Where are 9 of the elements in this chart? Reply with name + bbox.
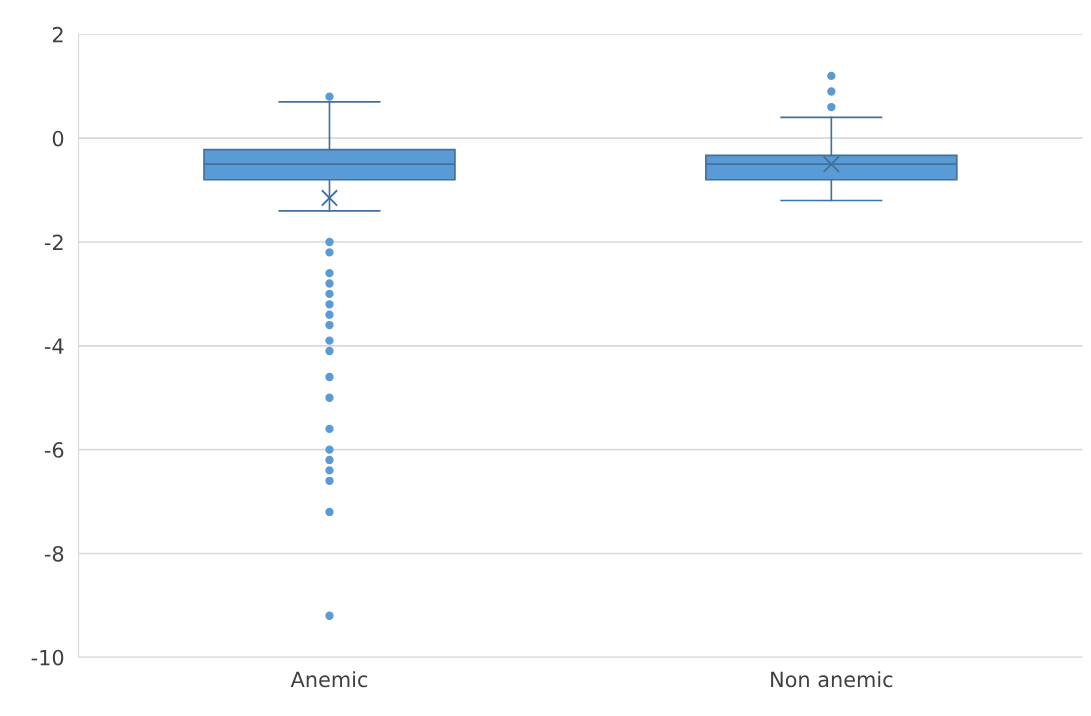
y-tick-label: -8 [44,545,64,562]
y-tick-label: 0 [52,130,64,147]
x-tick-label: Non anemic [771,671,893,688]
y-tick-label: -6 [44,442,64,458]
y-tick-label: -10 [31,649,64,666]
y-tick-label: 2 [52,26,63,43]
y-tick-label: -2 [44,234,63,250]
x-tick-label: Anemic [290,671,368,688]
y-tick-label: -4 [44,338,64,354]
